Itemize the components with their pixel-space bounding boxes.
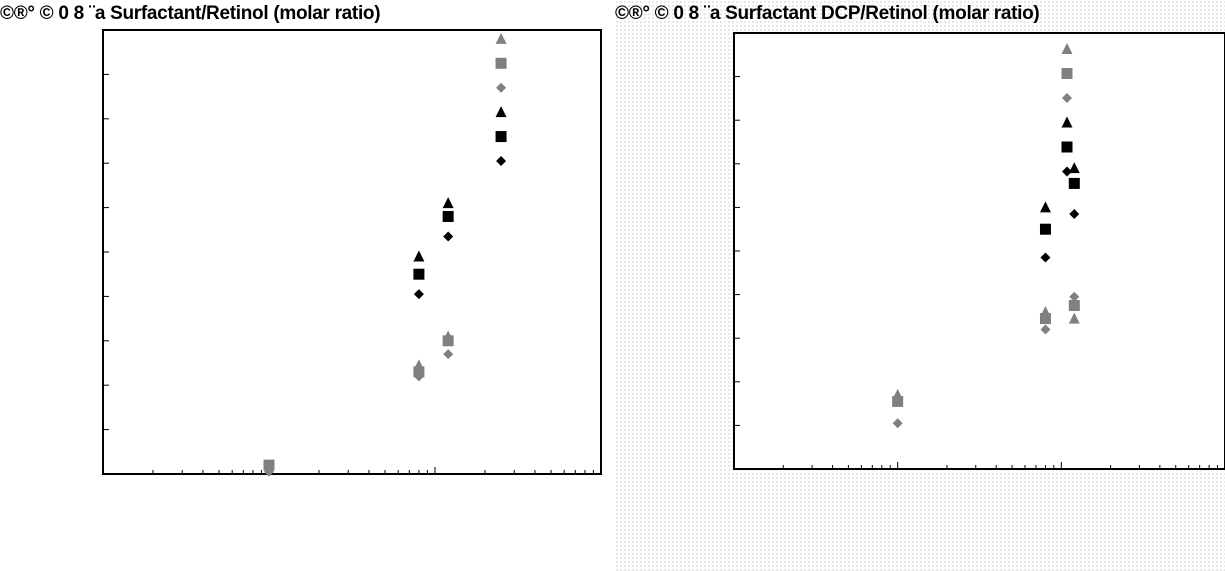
data-point-gray-triangle xyxy=(495,32,507,44)
data-point-gray-diamond xyxy=(443,349,454,360)
legend-marker-black-diamond xyxy=(1062,166,1072,177)
data-point-gray-square xyxy=(495,57,507,69)
data-point-black-diamond xyxy=(413,289,424,300)
data-point-black-square xyxy=(495,131,507,143)
data-point-black-square xyxy=(1068,177,1080,189)
data-point-gray-diamond xyxy=(264,466,274,477)
data-point-black-square xyxy=(413,268,425,280)
data-point-gray-square xyxy=(1039,313,1051,325)
data-point-black-diamond xyxy=(496,155,507,166)
data-point-black-diamond xyxy=(1069,208,1080,219)
chart-title: ©®° © 0 8 ¨a Surfactant DCP/Retinol (mol… xyxy=(615,3,1040,24)
chart-panel-right: ©®° © 0 8 ¨a Surfactant DCP/Retinol (mol… xyxy=(615,0,1225,571)
data-point-gray-square xyxy=(1068,300,1080,311)
data-point-gray-diamond xyxy=(1069,291,1080,302)
plot-area xyxy=(103,30,601,474)
chart-title: ©®° © 0 8 ¨a Surfactant/Retinol (molar r… xyxy=(0,3,381,24)
legend-box xyxy=(1043,36,1225,182)
chart-panel-left: ©®° © 0 8 ¨a Surfactant/Retinol (molar r… xyxy=(0,0,610,571)
chart-left-svg xyxy=(102,29,602,477)
data-point-gray-diamond xyxy=(1040,324,1051,335)
data-point-black-triangle xyxy=(1039,201,1051,213)
data-point-black-triangle xyxy=(413,250,425,262)
legend-marker-gray-square xyxy=(1061,68,1073,79)
data-point-black-square xyxy=(1039,223,1051,235)
chart-right-svg xyxy=(733,32,1225,470)
data-point-black-triangle xyxy=(495,106,507,118)
legend-marker-black-square xyxy=(1061,141,1073,153)
legend-marker-gray-diamond xyxy=(1062,93,1072,103)
data-point-gray-diamond xyxy=(892,418,903,429)
data-point-gray-triangle xyxy=(1068,312,1080,324)
data-point-gray-diamond xyxy=(413,371,424,382)
data-point-black-square xyxy=(442,210,454,222)
legend-marker-gray-triangle xyxy=(1061,43,1073,54)
data-point-gray-square xyxy=(442,335,454,347)
data-point-gray-square xyxy=(263,459,275,471)
data-point-black-triangle xyxy=(442,197,454,209)
data-point-gray-square xyxy=(892,395,904,407)
data-point-black-diamond xyxy=(1040,252,1051,263)
data-point-gray-diamond xyxy=(496,82,507,93)
legend-marker-black-triangle xyxy=(1061,116,1073,128)
data-point-black-diamond xyxy=(443,231,454,242)
data-point-black-triangle xyxy=(1068,162,1080,174)
